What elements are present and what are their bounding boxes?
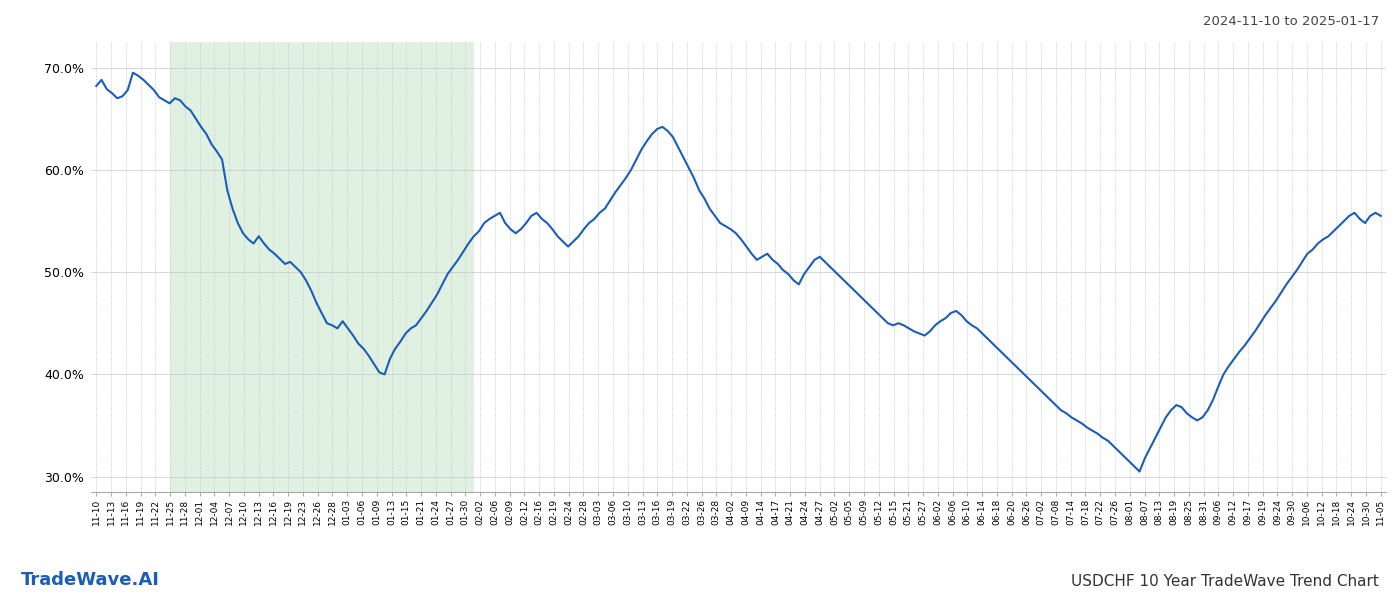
Bar [169,42,473,492]
Text: 2024-11-10 to 2025-01-17: 2024-11-10 to 2025-01-17 [1203,15,1379,28]
Text: TradeWave.AI: TradeWave.AI [21,571,160,589]
Text: USDCHF 10 Year TradeWave Trend Chart: USDCHF 10 Year TradeWave Trend Chart [1071,574,1379,589]
